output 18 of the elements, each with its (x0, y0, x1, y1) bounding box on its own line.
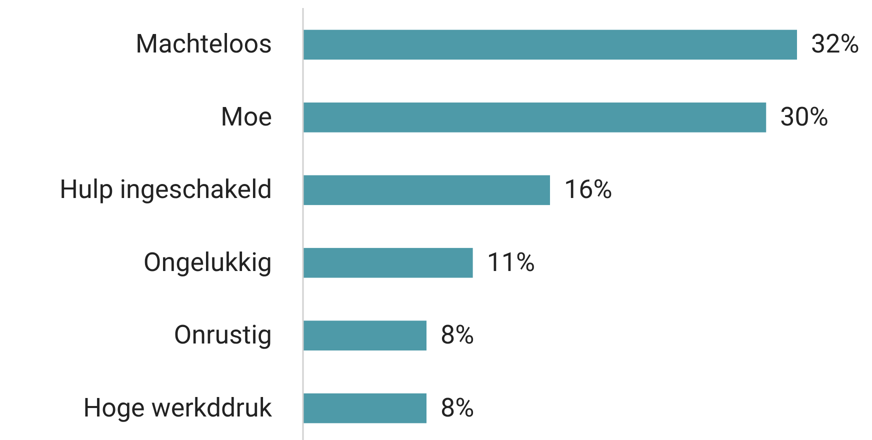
data-label: 8% (440, 393, 474, 424)
y-tick-label: Hulp ingeschakeld (59, 175, 272, 206)
bar (303, 102, 766, 132)
data-label: 30% (780, 102, 828, 132)
y-tick-label: Onrustig (174, 320, 272, 351)
bar (303, 248, 473, 278)
data-label: 8% (440, 320, 474, 351)
bar (303, 393, 426, 424)
data-label: 11% (486, 248, 536, 278)
data-label: 32% (811, 30, 860, 60)
y-tick-label: Machteloos (136, 30, 272, 60)
data-label: 16% (564, 175, 612, 206)
bar (303, 30, 797, 60)
bar (303, 175, 550, 206)
bar (303, 320, 426, 350)
y-tick-label: Hoge werkddruk (83, 393, 273, 424)
y-tick-label: Moe (220, 102, 272, 132)
y-tick-label: Ongelukkig (143, 248, 272, 278)
